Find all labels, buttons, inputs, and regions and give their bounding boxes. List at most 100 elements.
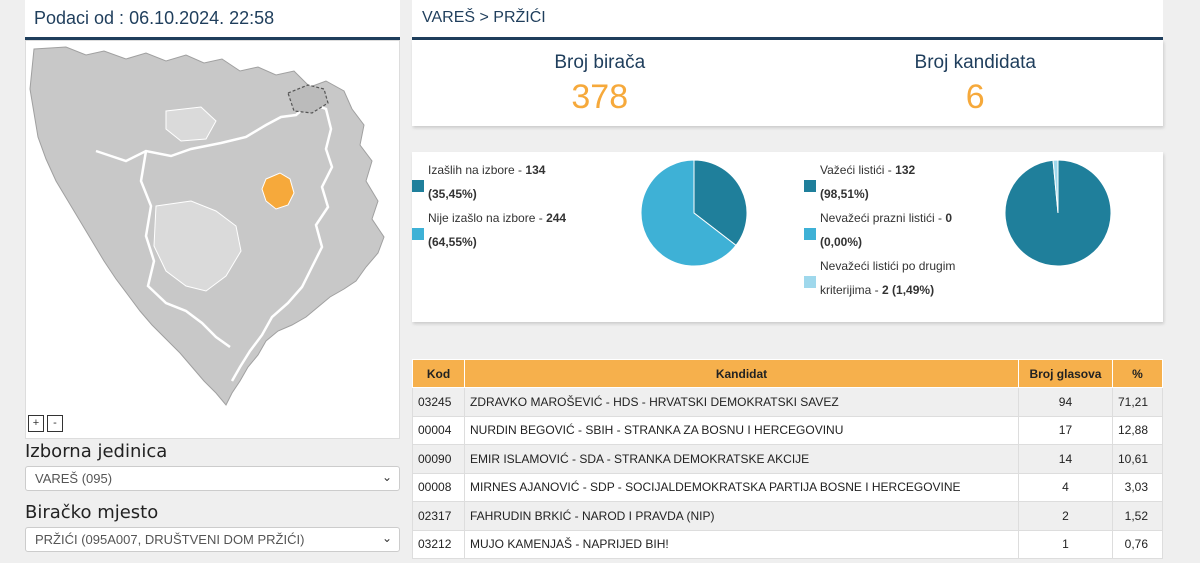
cell-code: 03245 [412,387,465,417]
cell-pct: 71,21 [1111,387,1164,417]
map-brcko-district [287,84,329,114]
cell-candidate: MUJO KAMENJAŠ - NAPRIJED BIH! [464,529,1019,559]
legend-percent: (1,49%) [892,283,935,297]
legend-label: Nije izašlo na izbore [428,211,536,225]
legend-percent: (0,00%) [820,235,863,249]
cell-pct: 10,61 [1111,444,1164,474]
pie-slice-1[interactable] [640,159,737,267]
header-votes[interactable]: Broj glasova [1017,359,1113,388]
chevron-down-icon: ⌄ [381,470,392,484]
cell-candidate: MIRNES AJANOVIĆ - SDP - SOCIJALDEMOKRATS… [464,472,1019,502]
ballots-legend: Važeći listići - 132 (98,51%) Nevažeći p… [804,158,1004,302]
zoom-in-button[interactable]: + [28,415,44,432]
cell-pct: 0,76 [1111,529,1164,559]
legend-swatch [804,180,816,192]
candidates-value: 6 [965,78,985,116]
turnout-pie-slices [640,159,748,267]
candidates-label: Broj kandidata [914,52,1036,73]
cell-votes: 14 [1017,444,1113,474]
map-entity-border [95,101,334,382]
cell-code: 03212 [412,529,465,559]
map-region-light [153,200,242,292]
legend-item: Važeći listići - 132 (98,51%) [804,158,1004,206]
stats-panel: Broj birača 378 Broj kandidata 6 [412,40,1163,126]
map-region-light-2 [165,106,217,142]
table-header-row: Kod Kandidat Broj glasova % [412,359,1164,388]
pie-slice-0[interactable] [693,159,748,247]
results-table: Kod Kandidat Broj glasova % 03245 ZDRAVKO… [412,359,1164,559]
legend-item: Nije izašlo na izbore - 244 (64,55%) [412,206,612,254]
table-row[interactable]: 02317 FAHRUDIN BRKIĆ - NAROD I PRAVDA (NI… [412,501,1164,531]
voters-value: 378 [571,78,629,116]
cell-pct: 12,88 [1111,415,1164,445]
cell-votes: 1 [1017,529,1113,559]
left-panel: Podaci od : 06.10.2024. 22:58 + - Izborn… [25,0,400,552]
municipality-map[interactable]: + - [25,40,400,439]
cell-candidate: ZDRAVKO MAROŠEVIĆ - HDS - HRVATSKI DEMOK… [464,387,1019,417]
election-unit-label: Izborna jedinica [25,441,168,462]
cell-candidate: NURDIN BEGOVIĆ - SBIH - STRANKA ZA BOSNU… [464,415,1019,445]
legend-label: Važeći listići [820,163,885,177]
chevron-down-icon: ⌄ [381,531,392,545]
voters-stat: Broj birača 378 [412,40,788,126]
legend-swatch [804,228,816,240]
legend-percent: (35,45%) [428,187,477,201]
header-candidate[interactable]: Kandidat [464,359,1019,388]
map-selected-municipality[interactable] [261,172,295,210]
breadcrumb: VAREŠ > PRŽIĆI [412,0,1163,40]
bih-map-svg[interactable] [26,41,401,440]
right-panel: VAREŠ > PRŽIĆI Broj birača 378 Broj kand… [412,0,1164,559]
cell-code: 00004 [412,415,465,445]
data-timestamp: Podaci od : 06.10.2024. 22:58 [25,0,400,40]
table-row[interactable]: 00090 EMIR ISLAMOVIĆ - SDA - STRANKA DEMO… [412,444,1164,474]
zoom-controls: + - [28,415,63,432]
cell-code: 02317 [412,501,465,531]
candidates-stat: Broj kandidata 6 [788,40,1164,126]
legend-swatch [412,228,424,240]
legend-count: 0 [945,211,953,225]
election-unit-value: VAREŠ (095) [35,471,113,486]
legend-swatch [804,276,816,288]
legend-count: 2 [882,283,889,297]
cell-votes: 4 [1017,472,1113,502]
header-pct[interactable]: % [1111,359,1164,388]
polling-station-value: PRŽIĆI (095A007, DRUŠTVENI DOM PRŽIĆI) [35,532,305,547]
table-row[interactable]: 00004 NURDIN BEGOVIĆ - SBIH - STRANKA ZA … [412,415,1164,445]
legend-count: 134 [525,163,546,177]
header-code[interactable]: Kod [412,359,465,388]
legend-label: Nevažeći listići po drugim [820,259,956,273]
legend-label: Nevažeći prazni listići [820,211,935,225]
map-entity-border-2 [139,150,231,349]
cell-pct: 3,03 [1111,472,1164,502]
cell-votes: 17 [1017,415,1113,445]
zoom-out-button[interactable]: - [47,415,63,432]
polling-station-label: Biračko mjesto [25,502,159,523]
election-unit-select[interactable]: VAREŠ (095) ⌄ [25,466,400,491]
table-row[interactable]: 00008 MIRNES AJANOVIĆ - SDP - SOCIJALDEMO… [412,472,1164,502]
turnout-legend: Izašlih na izbore - 134 (35,45%) Nije iz… [412,158,612,254]
table-row[interactable]: 03245 ZDRAVKO MAROŠEVIĆ - HDS - HRVATSKI … [412,387,1164,417]
cell-code: 00090 [412,444,465,474]
voters-label: Broj birača [554,52,646,73]
cell-votes: 94 [1017,387,1113,417]
legend-count: 244 [546,211,567,225]
legend-percent: (98,51%) [820,187,869,201]
polling-station-select[interactable]: PRŽIĆI (095A007, DRUŠTVENI DOM PRŽIĆI) ⌄ [25,527,400,552]
cell-candidate: EMIR ISLAMOVIĆ - SDA - STRANKA DEMOKRATS… [464,444,1019,474]
table-row[interactable]: 03212 MUJO KAMENJAŠ - NAPRIJED BIH! 1 0,76 [412,529,1164,559]
pie-slice-2[interactable] [1052,159,1059,214]
cell-pct: 1,52 [1111,501,1164,531]
ballots-pie-slices [1004,159,1112,267]
charts-panel: Izašlih na izbore - 134 (35,45%) Nije iz… [412,152,1163,322]
cell-code: 00008 [412,472,465,502]
legend-label: Izašlih na izbore [428,163,515,177]
legend-count: 132 [895,163,916,177]
cell-candidate: FAHRUDIN BRKIĆ - NAROD I PRAVDA (NIP) [464,501,1019,531]
legend-label-cont: kriterijima [820,283,872,297]
cell-votes: 2 [1017,501,1113,531]
turnout-pie-chart[interactable] [640,159,748,267]
legend-item: Nevažeći prazni listići - 0 (0,00%) [804,206,1004,254]
legend-item: Nevažeći listići po drugim kriterijima -… [804,254,1004,302]
ballots-pie-chart[interactable] [1004,159,1112,267]
legend-percent: (64,55%) [428,235,477,249]
